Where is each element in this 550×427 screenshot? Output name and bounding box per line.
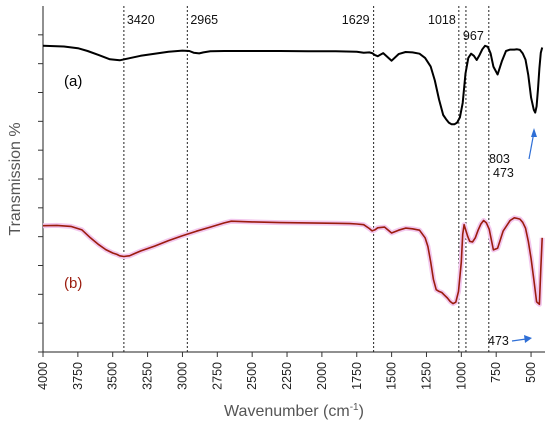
x-tick-label: 500 xyxy=(524,362,538,383)
x-tick-label: 3750 xyxy=(71,362,85,390)
x-tick-label: 3000 xyxy=(175,362,189,390)
series-layer xyxy=(42,44,545,307)
x-axis-title: Wavenumber (cm-1) xyxy=(224,402,364,420)
reference-line-label: 1018 xyxy=(428,13,456,27)
plot-frame xyxy=(42,6,545,353)
x-tick-label: 2500 xyxy=(245,362,259,390)
x-axis-title-sup: -1 xyxy=(350,402,359,413)
annotation-473-b: 473 xyxy=(488,334,532,348)
y-axis-title: Transmission % xyxy=(7,122,24,235)
reference-line-label: 3420 xyxy=(127,13,155,27)
x-tick-label: 2250 xyxy=(280,362,294,390)
reference-line-label: 1629 xyxy=(342,13,370,27)
series-line-b xyxy=(42,217,543,306)
x-tick-label: 750 xyxy=(489,362,503,383)
annotation-arrowhead xyxy=(531,128,537,137)
x-tick-label: 1250 xyxy=(419,362,433,390)
annotation-473-a: 473 xyxy=(493,128,537,180)
series-label-a: (a) xyxy=(64,73,82,90)
x-axis-title-main: Wavenumber (cm xyxy=(224,403,350,420)
annotation-arrow-line xyxy=(511,338,527,342)
series-b-glow xyxy=(42,215,545,307)
annotation-arrowhead xyxy=(524,335,532,343)
reference-line-label: 2965 xyxy=(190,13,218,27)
x-tick-label: 3500 xyxy=(106,362,120,390)
reference-lines: 3420 2965 1629 1018 967 xyxy=(123,6,490,352)
reference-line-label: 967 xyxy=(463,29,484,43)
x-tick-label: 1750 xyxy=(350,362,364,390)
x-tick-label: 4000 xyxy=(36,362,50,390)
x-tick-marks: 4000 3750 3500 3250 3000 2750 2500 2250 2000 1750… xyxy=(36,352,538,390)
series-line-a xyxy=(42,44,544,126)
annotation-803: 803 xyxy=(489,152,510,166)
annotation-label: 473 xyxy=(493,166,514,180)
y-tick-marks xyxy=(38,34,43,353)
x-tick-label: 3250 xyxy=(141,362,155,390)
series-label-b: (b) xyxy=(64,275,82,292)
x-tick-label: 1000 xyxy=(454,362,468,390)
x-tick-label: 2000 xyxy=(315,362,329,390)
x-axis-title-close: ) xyxy=(359,403,364,420)
x-tick-label: 1500 xyxy=(385,362,399,390)
x-tick-label: 2750 xyxy=(210,362,224,390)
annotation-label: 473 xyxy=(488,334,509,348)
